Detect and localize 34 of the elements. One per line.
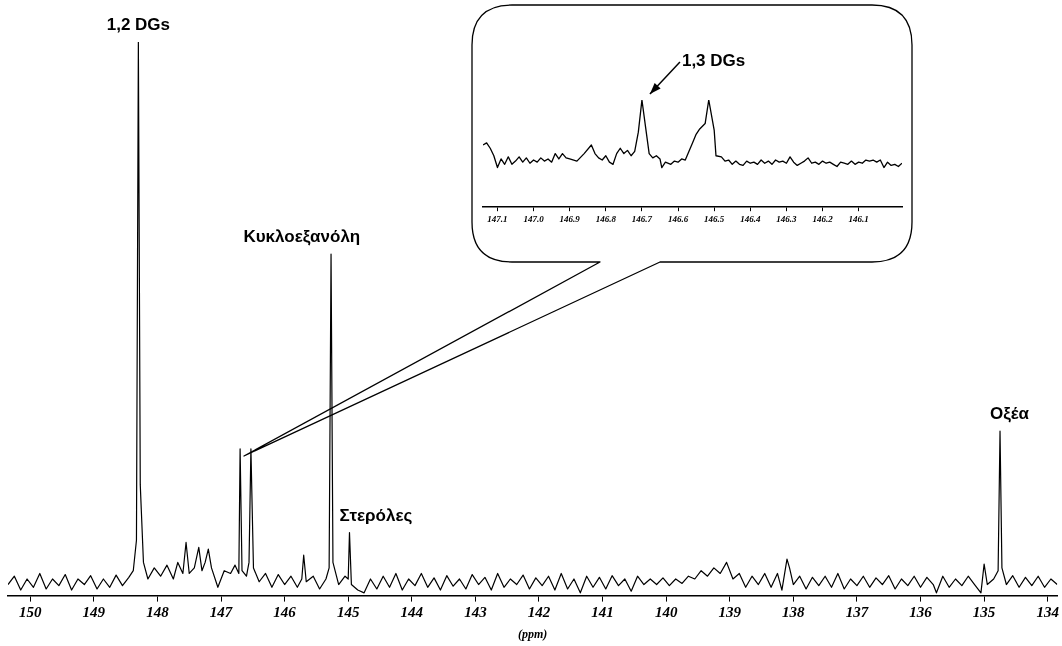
x-tick-label: 139	[718, 604, 742, 621]
annotation: Οξέα	[990, 404, 1030, 424]
x-axis-title: (ppm)	[517, 626, 548, 641]
annotation: 1,2 DGs	[106, 15, 171, 35]
x-tick-label: 146.1	[848, 213, 869, 224]
x-tick-label: 143	[464, 604, 488, 621]
x-tick-label: 146.9	[559, 213, 581, 224]
x-tick-label: 140	[654, 604, 678, 621]
x-tick-label: 142	[527, 604, 551, 621]
x-tick-label: 146.8	[595, 213, 617, 224]
x-tick-label: 147.0	[523, 213, 545, 224]
x-tick-label: 144	[400, 604, 424, 621]
x-tick-label: 147	[209, 604, 233, 621]
x-tick-label: 150	[19, 604, 43, 621]
x-tick-label: 141	[591, 604, 614, 621]
x-tick-label: 135	[972, 604, 996, 621]
x-tick-label: 146.4	[740, 213, 761, 224]
x-tick-label: 134	[1036, 604, 1060, 621]
annotation: Κυκλοεξανόλη	[243, 227, 361, 247]
x-tick-label: 146.7	[631, 213, 653, 224]
x-tick-label: 146.3	[776, 213, 798, 224]
x-tick-label: 146.2	[812, 213, 834, 224]
x-tick-label: 146.5	[704, 213, 725, 224]
x-tick-label: 148	[146, 604, 170, 621]
x-tick-label: 145	[336, 604, 360, 621]
x-tick-label: 138	[782, 604, 806, 621]
annotation: 1,3 DGs	[681, 51, 746, 71]
x-tick-label: 147.1	[487, 213, 508, 224]
x-tick-label: 136	[909, 604, 933, 621]
x-tick-label: 146	[273, 604, 297, 621]
x-tick-label: 146.6	[667, 213, 689, 224]
annotation: Στερόλες	[339, 505, 413, 525]
x-tick-label: 149	[82, 604, 106, 621]
x-tick-label: 137	[845, 604, 869, 621]
